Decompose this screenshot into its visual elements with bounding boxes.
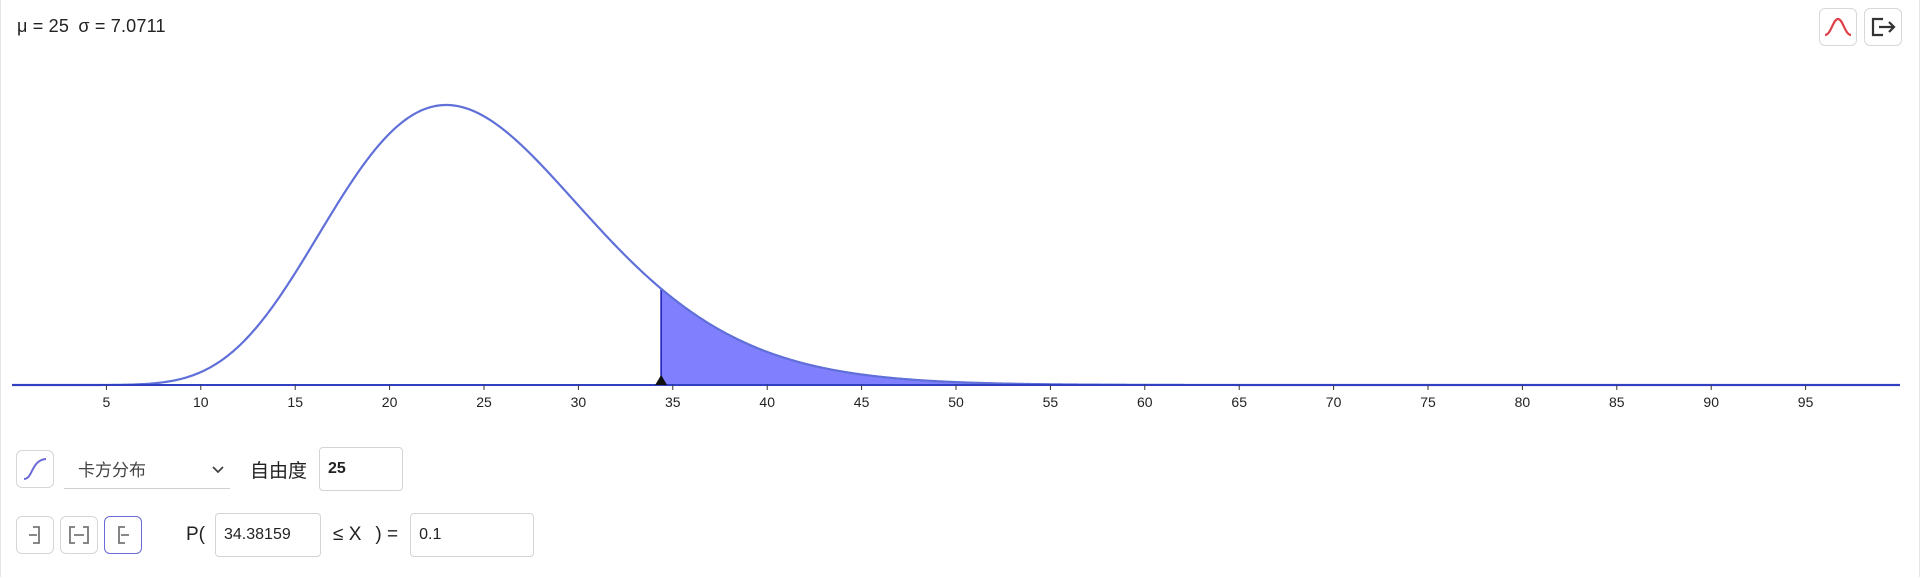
x-tick-label: 35	[665, 394, 681, 410]
x-tick-label: 30	[571, 394, 587, 410]
distribution-select[interactable]: 卡方分布	[64, 449, 230, 489]
x-tick-label: 55	[1043, 394, 1059, 410]
x-tick-label: 95	[1798, 394, 1814, 410]
x-tick-label: 20	[382, 394, 398, 410]
leq-x-label: ≤ X	[333, 524, 362, 545]
df-label: 自由度	[250, 460, 308, 482]
x-tick-label: 80	[1515, 394, 1531, 410]
x-tick-label: 50	[948, 394, 964, 410]
df-input[interactable]	[319, 447, 404, 491]
chi-squared-density-chart: 5 10 15 20 25 30 35 40 45 50 55 60 65 70 75 80 85 90 95	[12, 103, 1900, 410]
density-curve	[12, 103, 1900, 387]
sigma-readout: σ = 7.0711	[78, 16, 166, 36]
left-sided-interval-button[interactable]	[16, 516, 54, 554]
cumulative-toggle-button[interactable]	[16, 450, 54, 488]
x-tick-label: 45	[854, 394, 870, 410]
x-tick-label: 90	[1703, 394, 1719, 410]
lower-bound-input[interactable]	[215, 513, 321, 557]
x-tick-label: 10	[193, 394, 209, 410]
x-tick-label: 25	[476, 394, 492, 410]
left-bracket-icon	[29, 526, 40, 544]
x-tick-label: 15	[287, 394, 303, 410]
probability-result-input[interactable]	[410, 513, 535, 557]
bound-marker[interactable]	[655, 375, 668, 385]
probability-row: P( ≤ X ) =	[0, 513, 535, 557]
x-tick-label: 65	[1231, 394, 1247, 410]
bell-curve-icon	[1824, 17, 1852, 37]
probability-open: P(	[186, 524, 205, 545]
x-tick-label: 40	[759, 394, 775, 410]
two-sided-interval-button[interactable]	[60, 516, 98, 554]
x-tick-label: 70	[1326, 394, 1342, 410]
shaded-probability-area	[660, 287, 1900, 386]
x-tick-label: 75	[1420, 394, 1436, 410]
x-tick-label: 85	[1609, 394, 1625, 410]
x-tick-label: 5	[103, 394, 111, 410]
right-sided-interval-button[interactable]	[104, 516, 142, 554]
distribution-graph-button[interactable]	[1819, 8, 1857, 46]
distribution-stats: μ = 25 σ = 7.0711	[17, 16, 170, 37]
distribution-row: 卡方分布 自由度	[0, 447, 404, 491]
probability-close: ) =	[375, 524, 399, 545]
two-sided-bracket-icon	[69, 526, 89, 544]
export-button[interactable]	[1864, 8, 1902, 46]
x-tick-label: 60	[1137, 394, 1153, 410]
x-axis-ticks: 5 10 15 20 25 30 35 40 45 50 55 60 65 70 75 80 85 90 95	[103, 385, 1814, 410]
export-icon	[1871, 17, 1896, 37]
cdf-curve-icon	[23, 458, 47, 480]
distribution-select-value: 卡方分布	[78, 461, 146, 480]
mean-readout: μ = 25	[17, 16, 70, 36]
right-bracket-icon	[118, 526, 129, 544]
chevron-down-icon	[212, 466, 224, 474]
